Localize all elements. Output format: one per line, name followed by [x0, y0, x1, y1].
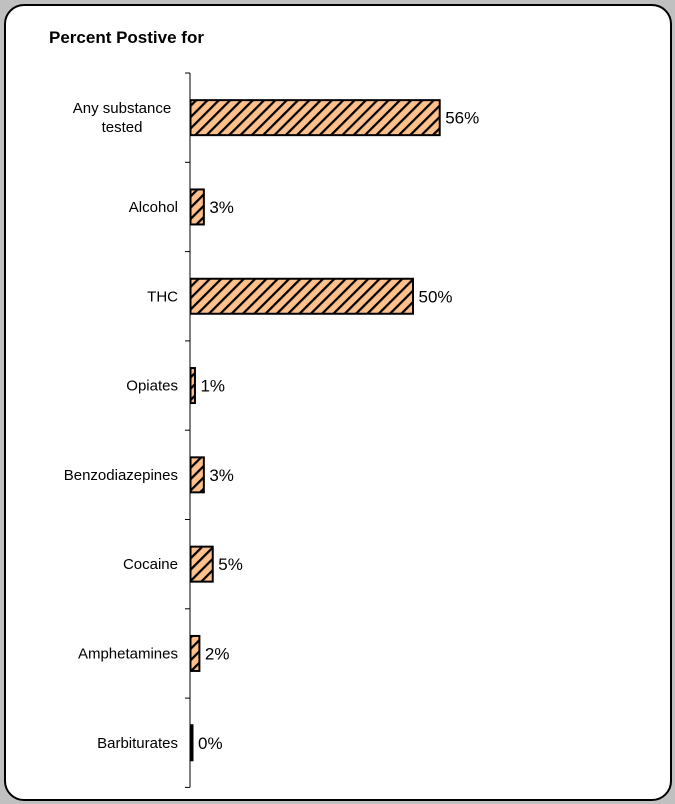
category-label: THC	[147, 288, 178, 305]
category-label: tested	[102, 119, 143, 136]
category-label: Benzodiazepines	[64, 467, 178, 484]
value-label: 50%	[419, 287, 453, 306]
value-label: 5%	[218, 555, 243, 574]
bar-chart: Any substance tested Alcohol THC Opiates Benz…	[64, 72, 479, 788]
value-label: 0%	[198, 734, 223, 753]
bars	[189, 99, 441, 762]
category-label: Cocaine	[123, 556, 178, 573]
category-label: Amphetamines	[78, 645, 178, 662]
chart-frame: Percent Postive for Any substance tested A…	[4, 4, 672, 801]
bar	[189, 724, 194, 762]
bar	[189, 188, 205, 226]
category-label: Opiates	[126, 378, 178, 395]
bar	[189, 99, 441, 137]
value-labels: 56% 3% 50% 1% 3% 5% 2% 0%	[198, 109, 479, 753]
category-label: Alcohol	[129, 199, 178, 216]
bar	[189, 456, 205, 494]
bar	[189, 277, 414, 315]
bar	[189, 545, 214, 583]
bar	[189, 367, 196, 405]
value-label: 2%	[205, 644, 230, 663]
y-axis	[185, 72, 191, 788]
chart-title: Percent Postive for	[49, 28, 204, 47]
value-label: 56%	[445, 109, 479, 128]
value-label: 1%	[200, 377, 225, 396]
category-label: Barbiturates	[97, 735, 178, 752]
value-label: 3%	[209, 466, 234, 485]
bar	[189, 634, 201, 672]
value-label: 3%	[209, 198, 234, 217]
category-label: Any substance	[73, 100, 171, 117]
category-labels: Any substance tested Alcohol THC Opiates Benz…	[64, 100, 178, 752]
